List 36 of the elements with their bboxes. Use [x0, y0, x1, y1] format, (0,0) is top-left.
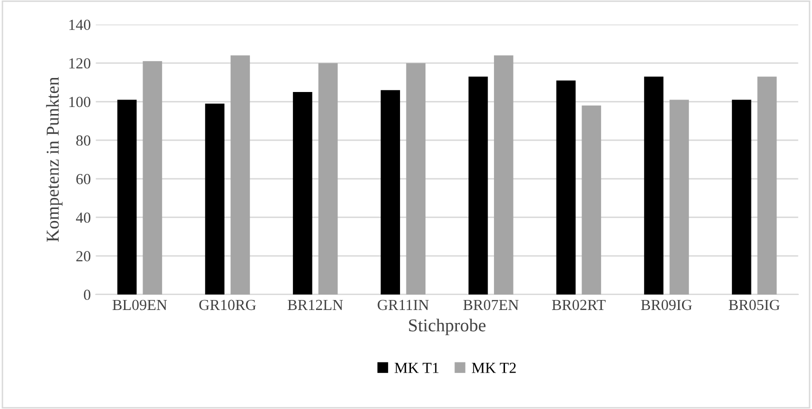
- x-tick-label: BR12LN: [288, 300, 343, 310]
- bar: [732, 100, 752, 294]
- bar: [117, 100, 137, 294]
- bar: [406, 63, 426, 294]
- x-tick-label: BL09EN: [112, 300, 167, 310]
- y-tick-label: 60: [76, 174, 90, 184]
- y-tick-label: 100: [69, 96, 90, 108]
- bar: [205, 104, 224, 294]
- bar: [644, 76, 664, 294]
- x-tick-label: GR10RG: [199, 300, 256, 310]
- y-axis-title: Kompetenz in Punkten: [46, 77, 62, 242]
- y-tick-label: 20: [76, 251, 90, 262]
- x-tick-label: BR07EN: [463, 300, 519, 310]
- y-tick-label: 0: [84, 290, 90, 300]
- bar: [556, 80, 576, 294]
- bar: [292, 92, 312, 294]
- bar: [142, 61, 162, 294]
- bar: [670, 100, 689, 294]
- y-tick-label: 120: [69, 58, 90, 69]
- bar: [230, 55, 250, 294]
- bar: [468, 76, 488, 294]
- x-tick-label: BR09IG: [641, 300, 692, 310]
- legend-label: MK T1: [394, 362, 438, 373]
- bar: [494, 55, 514, 294]
- y-tick-label: 40: [76, 212, 90, 223]
- x-tick-label: GR11IN: [378, 300, 429, 310]
- y-tick-label: 80: [76, 135, 90, 146]
- bar: [318, 63, 338, 294]
- bar: [380, 90, 400, 294]
- bar: [582, 106, 602, 294]
- legend-label: MK T2: [472, 362, 516, 373]
- x-tick-label: BR05IG: [728, 300, 780, 310]
- x-axis-title: Stichprobe: [409, 318, 486, 336]
- y-tick-label: 140: [69, 20, 90, 30]
- x-tick-label: BR02RT: [552, 300, 606, 310]
- bar: [757, 76, 777, 294]
